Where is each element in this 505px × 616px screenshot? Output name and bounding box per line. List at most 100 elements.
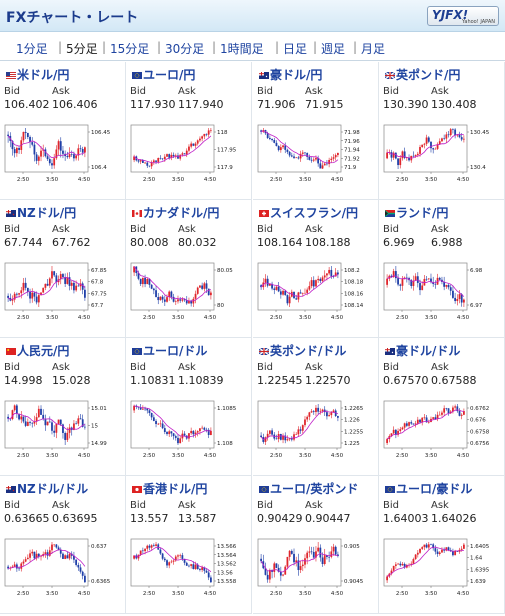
candlestick-chart[interactable]: 1.1085 1.108 2:50 3:50 4:50 xyxy=(130,400,243,462)
candle-body xyxy=(386,152,388,159)
candlestick-chart[interactable]: 106.45 106.4 2:50 3:50 4:50 xyxy=(4,124,117,186)
x-tick-label: 4:50 xyxy=(457,177,470,183)
bid-label: Bid xyxy=(4,362,20,373)
candlestick-chart[interactable]: 67.85 67.8 67.75 67.7 2:50 3:50 4:50 xyxy=(4,262,117,324)
candle-body xyxy=(207,429,210,435)
candle-body xyxy=(44,418,47,426)
candle-body xyxy=(84,289,86,298)
candle-body xyxy=(277,286,280,292)
candle-body xyxy=(199,138,201,141)
candlestick-chart[interactable]: 118 117.95 117.9 2:50 3:50 4:50 xyxy=(130,124,243,186)
candle-body xyxy=(24,131,27,133)
candle-body xyxy=(286,439,289,441)
tab-5[interactable]: 日足 xyxy=(283,42,308,56)
chart-plot-area xyxy=(257,124,342,173)
y-tick-label: 1.2255 xyxy=(344,429,364,435)
candle-body xyxy=(79,567,82,572)
chart-plot-area xyxy=(130,124,215,173)
candle-body xyxy=(390,433,393,437)
candle-body xyxy=(458,294,461,300)
candlestick-chart[interactable]: 6.98 6.97 2:50 3:50 4:50 xyxy=(383,262,496,324)
candlestick-chart[interactable]: 1.2265 1.226 1.2255 1.225 2:50 3:50 4:50 xyxy=(257,400,370,462)
candle-body xyxy=(40,408,42,415)
candle-body xyxy=(332,546,335,552)
candle-body xyxy=(194,143,197,146)
candle-body xyxy=(321,165,324,169)
candle-body xyxy=(394,564,397,566)
bid-label: Bid xyxy=(130,86,146,97)
candle-body xyxy=(412,280,415,286)
candle-body xyxy=(159,549,162,554)
tab-6[interactable]: 週足 xyxy=(321,42,346,56)
currency-panel: スイスフラン/円 Bid Ask 108.164 108.188 108.2 108.18 1… xyxy=(253,200,379,338)
candle-body xyxy=(264,278,267,283)
candle-body xyxy=(31,142,34,145)
currency-pair-label: 英ポンド/ドル xyxy=(270,344,347,358)
candle-body xyxy=(405,423,408,426)
candle-body xyxy=(326,273,328,276)
candle-body xyxy=(172,154,175,157)
candle-body xyxy=(423,417,426,419)
tab-0[interactable]: 1分足 xyxy=(16,42,48,56)
candle-body xyxy=(66,432,69,440)
candle-body xyxy=(59,549,62,554)
candle-body xyxy=(432,148,435,150)
candle-body xyxy=(441,412,443,415)
candle-body xyxy=(55,544,58,548)
candle-body xyxy=(312,280,315,287)
x-tick-label: 4:50 xyxy=(457,315,470,321)
candle-body xyxy=(268,430,271,434)
candle-body xyxy=(144,548,146,552)
yjfx-logo[interactable]: YJFX! Yahoo! JAPAN xyxy=(427,6,499,26)
bid-label: Bid xyxy=(257,500,273,511)
candle-body xyxy=(35,296,38,303)
candle-body xyxy=(438,277,441,280)
y-tick-label: 130.45 xyxy=(470,130,490,136)
candlestick-chart[interactable]: 108.2 108.18 108.16 108.14 2:50 3:50 4:50 xyxy=(257,262,370,324)
candlestick-chart[interactable]: 0.905 0.9045 2:50 3:50 4:50 xyxy=(257,538,370,600)
candle-body xyxy=(284,145,287,150)
candlestick-chart[interactable]: 0.6762 0.676 0.6758 0.6756 2:50 3:50 4:50 xyxy=(383,400,496,462)
candlestick-chart[interactable]: 80.05 80 2:50 3:50 4:50 xyxy=(130,262,243,324)
tab-2[interactable]: 15分足 xyxy=(110,42,150,56)
candlestick-chart[interactable]: 13.566 13.564 13.562 13.56 13.558 2:50 3:50 4:5… xyxy=(130,538,243,600)
candle-body xyxy=(48,159,51,164)
candle-body xyxy=(181,299,184,301)
y-tick-label: 13.564 xyxy=(217,553,237,559)
candle-body xyxy=(24,421,27,426)
candle-body xyxy=(139,407,142,410)
candle-body xyxy=(273,288,276,290)
candlestick-chart[interactable]: 15.01 15 14.99 2:50 3:50 4:50 xyxy=(4,400,117,462)
y-tick-label: 118 xyxy=(217,130,228,136)
candle-body xyxy=(70,553,73,556)
y-tick-label: 130.4 xyxy=(470,165,486,171)
ask-label: Ask xyxy=(431,86,449,97)
candle-body xyxy=(405,565,408,568)
candlestick-chart[interactable]: 71.98 71.96 71.94 71.92 71.9 2:50 3:50 4:50 xyxy=(257,124,370,186)
candle-body xyxy=(445,408,448,409)
candle-body xyxy=(452,407,454,412)
candlestick-chart[interactable]: 0.637 0.6365 2:50 3:50 4:50 xyxy=(4,538,117,600)
currency-panel: ユーロ/円 Bid Ask 117.930 117.940 118 117.95 117.9 2… xyxy=(126,62,252,200)
tab-7[interactable]: 月足 xyxy=(361,42,386,56)
candle-body xyxy=(427,278,430,280)
candle-body xyxy=(194,564,197,570)
tab-separator: | xyxy=(102,40,107,54)
tab-1[interactable]: 5分足 xyxy=(66,42,98,56)
candle-body xyxy=(260,285,262,288)
candle-body xyxy=(24,282,27,288)
candle-body xyxy=(392,152,395,158)
candle-body xyxy=(20,563,23,569)
candle-body xyxy=(168,154,171,158)
candle-body xyxy=(199,428,201,432)
candle-body xyxy=(26,557,29,560)
tab-4[interactable]: 1時間足 xyxy=(220,42,264,56)
candle-body xyxy=(416,276,419,283)
candlestick-chart[interactable]: 1.6405 1.64 1.6395 1.639 2:50 3:50 4:50 xyxy=(383,538,496,600)
bid-label: Bid xyxy=(130,362,146,373)
candle-body xyxy=(390,570,393,574)
candlestick-chart[interactable]: 130.45 130.4 2:50 3:50 4:50 xyxy=(383,124,496,186)
candle-body xyxy=(35,553,38,559)
candle-body xyxy=(79,148,82,150)
tab-3[interactable]: 30分足 xyxy=(165,42,205,56)
